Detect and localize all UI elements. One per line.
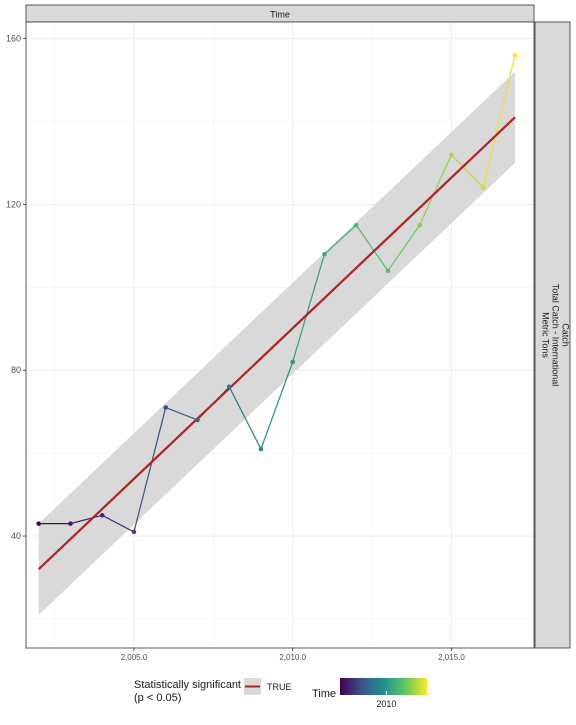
data-point xyxy=(195,417,200,423)
series-segment xyxy=(387,224,421,272)
legend-color-title: Time xyxy=(312,688,336,700)
grid-lines xyxy=(26,22,534,648)
series-segment xyxy=(70,514,103,525)
data-point xyxy=(163,405,168,410)
series-segment xyxy=(419,154,452,226)
data-point xyxy=(417,222,423,228)
legend: Statistically significant (p < 0.05) TRU… xyxy=(134,678,427,709)
axes: 40 80 120 160 2,005.0 2,010.0 2,015.0 xyxy=(6,34,465,662)
series-segment xyxy=(451,154,484,189)
series-segment xyxy=(292,253,326,363)
y-tick-label: 80 xyxy=(11,365,21,375)
legend-colorbar-label: 2010 xyxy=(376,699,396,709)
facet-right-label: Catch Total Catch - International Metric… xyxy=(541,284,571,387)
data-point xyxy=(353,222,359,228)
facet-top-label: Time xyxy=(270,10,290,20)
data-point xyxy=(68,521,73,526)
data-point xyxy=(258,446,264,452)
series-segment xyxy=(260,361,294,450)
facet-right-line-2: Total Catch - International xyxy=(551,284,561,387)
y-tick-label: 40 xyxy=(11,531,21,541)
data-point xyxy=(99,513,105,518)
series-segment xyxy=(324,224,357,255)
facet-right-strip xyxy=(534,21,571,649)
x-tick-label: 2,010.0 xyxy=(279,653,306,662)
facet-right-line-3: Metric Tons xyxy=(541,312,551,358)
legend-sig-title-line-1: Statistically significant xyxy=(134,679,241,691)
series-segment xyxy=(482,55,516,188)
legend-colorbar xyxy=(340,678,427,695)
data-point xyxy=(226,384,232,390)
data-point xyxy=(449,152,454,157)
x-tick-label: 2,005.0 xyxy=(121,653,148,662)
trend-layer xyxy=(37,116,516,571)
point-layer xyxy=(36,52,518,535)
data-point xyxy=(36,521,41,526)
plot-panel-border xyxy=(25,21,535,649)
data-point xyxy=(480,185,486,191)
trend-line xyxy=(37,116,516,571)
series-segment xyxy=(101,514,135,533)
legend-sig-title-line-2: (p < 0.05) xyxy=(134,692,181,704)
data-point xyxy=(131,529,137,535)
series-segment xyxy=(228,386,262,450)
data-point xyxy=(512,52,518,58)
series-segment xyxy=(133,407,167,533)
series-segment xyxy=(165,406,198,421)
data-point xyxy=(290,359,296,365)
data-point xyxy=(385,268,391,274)
x-tick-label: 2,015.0 xyxy=(438,653,465,662)
series-segment xyxy=(355,224,389,272)
y-tick-label: 160 xyxy=(6,34,21,44)
y-tick-label: 120 xyxy=(6,199,21,209)
legend-sig-entry: TRUE xyxy=(267,682,292,692)
series-layer xyxy=(38,55,516,533)
facet-right-line-1: Catch xyxy=(561,323,571,347)
data-point xyxy=(322,251,327,257)
